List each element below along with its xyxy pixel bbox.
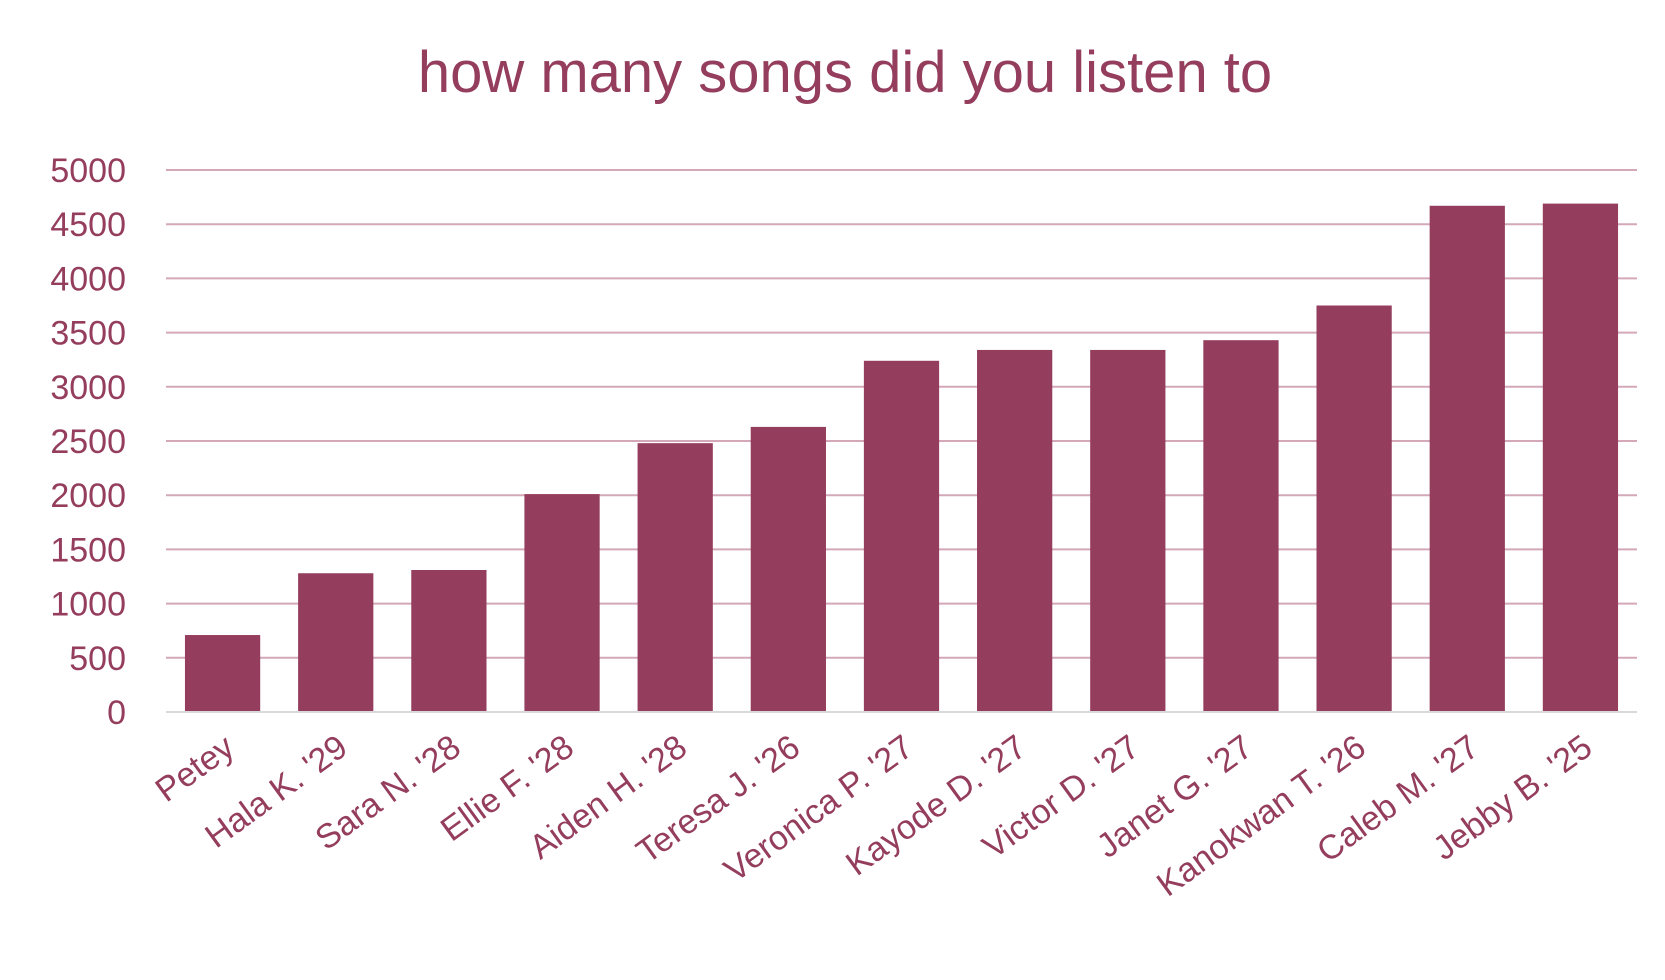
y-tick-label: 3500 (50, 315, 126, 353)
bar (298, 573, 374, 712)
y-tick-label: 4000 (50, 260, 126, 298)
x-category-label: Petey (149, 728, 242, 810)
x-category-label: Veronica P. '27 (717, 728, 920, 890)
bar (1429, 205, 1505, 712)
y-axis-tick-labels: 0 500 1000 1500 2000 2500 3000 3500 4000 4500 5000 (50, 152, 126, 732)
y-tick-label: 0 (107, 694, 126, 732)
x-category-label: Kanokwan T. '26 (1150, 728, 1373, 904)
y-tick-label: 1500 (50, 531, 126, 569)
bar (411, 569, 487, 712)
bar (1090, 349, 1166, 712)
chart-title: how many songs did you listen to (418, 40, 1272, 105)
bar (1316, 305, 1392, 712)
bar (524, 494, 600, 712)
y-tick-label: 2000 (50, 477, 126, 515)
y-tick-label: 5000 (50, 152, 126, 190)
bar (750, 426, 826, 712)
bar (184, 635, 261, 712)
y-tick-label: 3000 (50, 369, 126, 407)
y-tick-label: 2500 (50, 423, 126, 461)
bar (977, 349, 1053, 712)
bars (184, 203, 1619, 712)
y-tick-label: 4500 (50, 206, 126, 244)
y-tick-label: 500 (69, 640, 126, 678)
bar (1542, 203, 1619, 712)
bar (1203, 340, 1279, 712)
bar (637, 443, 713, 712)
y-tick-label: 1000 (50, 586, 126, 624)
bar (863, 360, 940, 712)
